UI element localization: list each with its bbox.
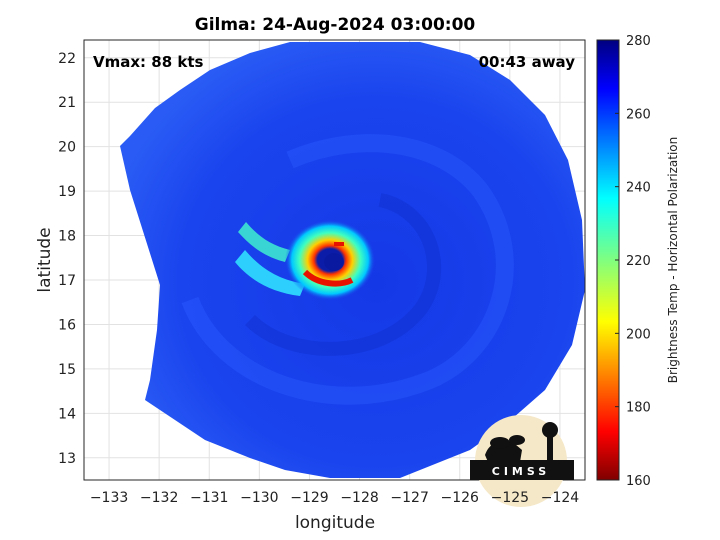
microwave-swath [120,42,585,478]
spiral-band-inner [245,193,442,356]
colorbar: 280 260 240 220 200 180 160 Brightness Temp - … [596,34,680,489]
cold-band-west [235,250,305,296]
cimss-logo: CIMSS [470,415,574,507]
logo-text: CIMSS [492,465,550,478]
x-tick-label: −129 [290,490,328,506]
y-tick-label: 18 [58,229,76,245]
y-tick-label: 15 [58,362,76,378]
y-tick-label: 13 [58,451,76,467]
x-axis-ticks: −133 −132 −131 −130 −129 −128 −127 −126 −125 −124 [90,490,579,506]
cold-band-west-2 [238,222,290,262]
x-axis-label: longitude [295,513,375,533]
x-tick-label: −131 [190,490,228,506]
colorbar-tick-label: 160 [626,474,651,489]
colorbar-tick-label: 280 [626,34,651,49]
y-tick-label: 16 [58,317,76,333]
y-axis-ticks: 22 21 20 19 18 17 16 15 14 13 [58,51,76,467]
colorbar-tick-label: 260 [626,107,651,122]
plot-area: Vmax: 88 kts 00:43 away CIMSS [83,39,586,507]
y-tick-label: 14 [58,406,76,422]
y-axis-label: latitude [35,227,55,292]
x-tick-label: −126 [441,490,480,506]
y-tick-label: 19 [58,184,76,200]
y-tick-label: 20 [58,140,76,156]
x-tick-label: −133 [90,490,128,506]
figure-title: Gilma: 24-Aug-2024 03:00:00 [195,15,476,35]
y-tick-label: 21 [58,95,76,111]
x-tick-label: −125 [491,490,529,506]
x-tick-label: −130 [240,490,278,506]
x-tick-label: −128 [340,490,378,506]
colorbar-tick-label: 200 [626,327,651,342]
x-tick-label: −132 [140,490,178,506]
x-tick-label: −127 [390,490,428,506]
colorbar-label: Brightness Temp - Horizontal Polarizatio… [666,137,680,384]
x-tick-label: −124 [541,490,580,506]
eyewall-red-arc [302,269,354,287]
y-tick-label: 22 [58,51,76,67]
vmax-label: Vmax: 88 kts [93,53,203,71]
plot-border [83,39,586,481]
spiral-band-outer [181,134,514,405]
colorbar-ticks: 280 260 240 220 200 180 160 [615,34,651,489]
storm-eye [324,253,344,271]
colorbar-tick-label: 240 [626,181,651,196]
y-tick-label: 17 [58,273,76,289]
colorbar-tick-label: 220 [626,254,651,269]
time-offset-label: 00:43 away [479,53,576,71]
colorbar-tick-label: 180 [626,401,651,416]
